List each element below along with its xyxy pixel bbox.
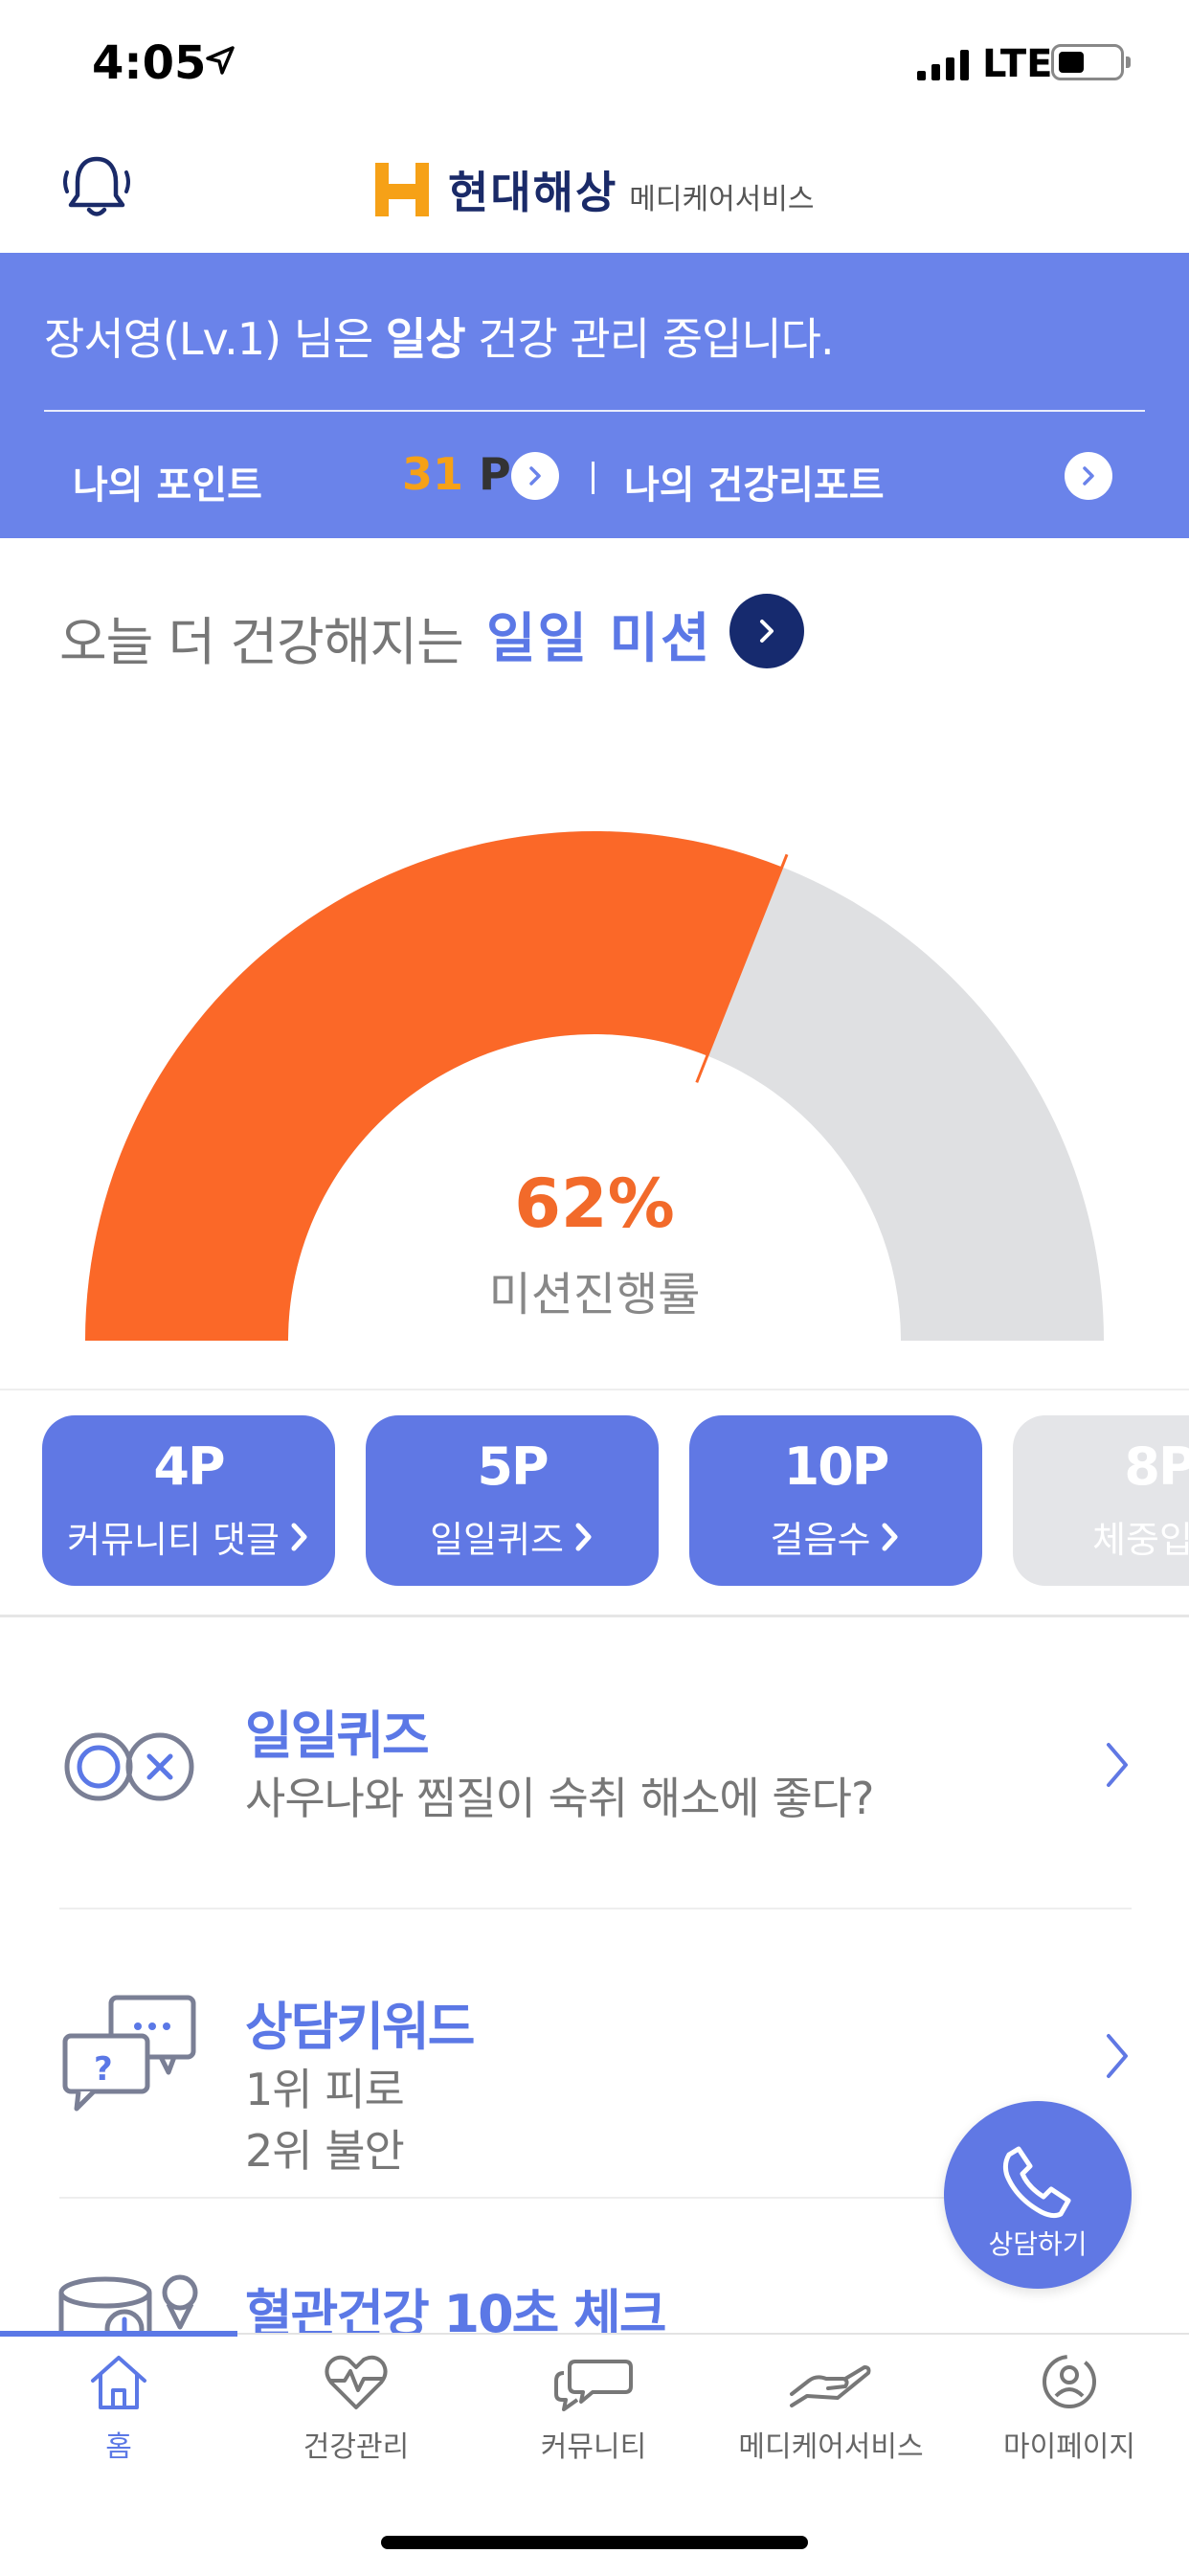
chevron-right-icon[interactable] — [1103, 1741, 1132, 1789]
svg-text:?: ? — [94, 2050, 113, 2089]
signal-icon — [917, 50, 969, 80]
chat-bubbles-icon: ? — [62, 1995, 196, 2112]
user-icon — [1043, 2355, 1096, 2408]
my-points-label[interactable]: 나의 포인트 — [73, 463, 262, 508]
list-item-line: 1위 피로 — [245, 2064, 405, 2115]
brand-name: 현대해상 — [448, 167, 618, 218]
nav-community[interactable]: 커뮤니티 — [475, 2352, 712, 2465]
greeting-name: 장서영(Lv.1) 님은 — [44, 313, 386, 365]
progress-value: 62% — [514, 1164, 675, 1243]
greeting-rest: 건강 관리 중입니다. — [464, 313, 834, 365]
list-item-title[interactable]: 상담키워드 — [245, 1997, 475, 2057]
bell-icon[interactable] — [59, 153, 134, 222]
nav-active-indicator — [0, 2331, 237, 2337]
chip-step-count[interactable]: 10P 걸음수 — [689, 1415, 982, 1586]
list-item-title[interactable]: 일일퀴즈 — [245, 1706, 430, 1766]
location-arrow-icon — [206, 46, 235, 75]
chip-points: 5P — [477, 1436, 549, 1497]
quiz-ox-icon — [64, 1732, 194, 1801]
chevron-right-icon — [882, 1523, 898, 1550]
heart-pulse-icon — [325, 2355, 388, 2409]
list-divider — [59, 1908, 1132, 1909]
mission-progress-gauge — [85, 830, 1104, 1341]
nav-mypage[interactable]: 마이페이지 — [950, 2352, 1189, 2465]
consult-call-button[interactable]: 상담하기 — [944, 2101, 1132, 2289]
my-points-value[interactable]: 31 P — [402, 448, 511, 500]
list-divider — [59, 2197, 1132, 2199]
bottom-navigation — [0, 2333, 1189, 2576]
chip-points: 4P — [153, 1436, 225, 1497]
mission-prefix: 오늘 더 건강해지는 — [59, 612, 464, 672]
chevron-right-icon — [575, 1523, 592, 1550]
greeting-text: 장서영(Lv.1) 님은 일상 건강 관리 중입니다. — [44, 305, 835, 368]
mission-arrow-button[interactable] — [729, 594, 804, 668]
hand-care-icon — [790, 2365, 871, 2407]
points-number: 31 — [402, 448, 464, 500]
phone-icon — [1002, 2146, 1071, 2219]
brand-subtitle: 메디케어서비스 — [629, 183, 815, 216]
vascular-check-icon — [58, 2274, 198, 2335]
progress-label: 미션진행률 — [488, 1268, 701, 1322]
gauge-filled-arc — [85, 830, 782, 1341]
greeting-highlight: 일상 — [385, 313, 466, 365]
nav-label: 메디케어서비스 — [738, 2430, 924, 2464]
home-icon — [91, 2356, 146, 2409]
nav-home[interactable]: 홈 — [0, 2352, 237, 2465]
section-divider — [0, 1389, 1189, 1390]
chip-points: 8P — [1124, 1436, 1189, 1497]
report-arrow-button[interactable] — [1065, 452, 1112, 500]
nav-health[interactable]: 건강관리 — [237, 2352, 475, 2465]
chip-label: 일일퀴즈 — [430, 1519, 564, 1561]
health-report-label[interactable]: 나의 건강리포트 — [624, 463, 885, 508]
chevron-right-icon[interactable] — [1103, 2032, 1132, 2080]
nav-medicare-service[interactable]: 메디케어서비스 — [712, 2352, 950, 2465]
chip-points: 10P — [783, 1436, 890, 1497]
chip-label: 체중입력 — [1092, 1519, 1189, 1561]
nav-label: 커뮤니티 — [540, 2430, 647, 2464]
list-item-line: 2위 불안 — [245, 2125, 405, 2177]
brand-logo: 현대해상 메디케어서비스 — [375, 161, 814, 218]
points-arrow-button[interactable] — [511, 452, 559, 500]
chevron-right-icon — [760, 620, 774, 643]
chip-label: 걸음수 — [770, 1519, 871, 1561]
list-item-line: 사우나와 찜질이 숙취 해소에 좋다? — [245, 1773, 874, 1824]
chip-weight-input[interactable]: 8P 체중입력 — [1013, 1415, 1189, 1586]
brand-h-icon — [375, 163, 429, 216]
section-divider — [0, 1615, 1189, 1617]
nav-label: 홈 — [105, 2430, 132, 2464]
banner-divider — [44, 410, 1145, 412]
battery-icon — [1051, 44, 1131, 80]
mission-title[interactable]: 일일 미션 — [486, 608, 712, 670]
nav-label: 건강관리 — [303, 2430, 410, 2464]
profile-banner — [0, 253, 1189, 538]
home-indicator — [381, 2536, 808, 2549]
banner-vertical-divider — [592, 462, 594, 494]
points-unit: P — [463, 448, 511, 500]
gauge-progress-marker — [695, 853, 789, 1083]
network-type: LTE — [982, 42, 1053, 86]
chip-daily-quiz[interactable]: 5P 일일퀴즈 — [366, 1415, 659, 1586]
nav-label: 마이페이지 — [1003, 2430, 1135, 2464]
chip-community-comment[interactable]: 4P 커뮤니티 댓글 — [42, 1415, 335, 1586]
chevron-right-icon — [1083, 466, 1094, 486]
chevron-right-icon — [529, 466, 541, 486]
status-time: 4:05 — [92, 36, 207, 90]
chat-icon — [554, 2360, 633, 2411]
chevron-right-icon — [291, 1523, 307, 1550]
chip-label: 커뮤니티 댓글 — [67, 1519, 280, 1561]
fab-label: 상담하기 — [988, 2228, 1088, 2260]
